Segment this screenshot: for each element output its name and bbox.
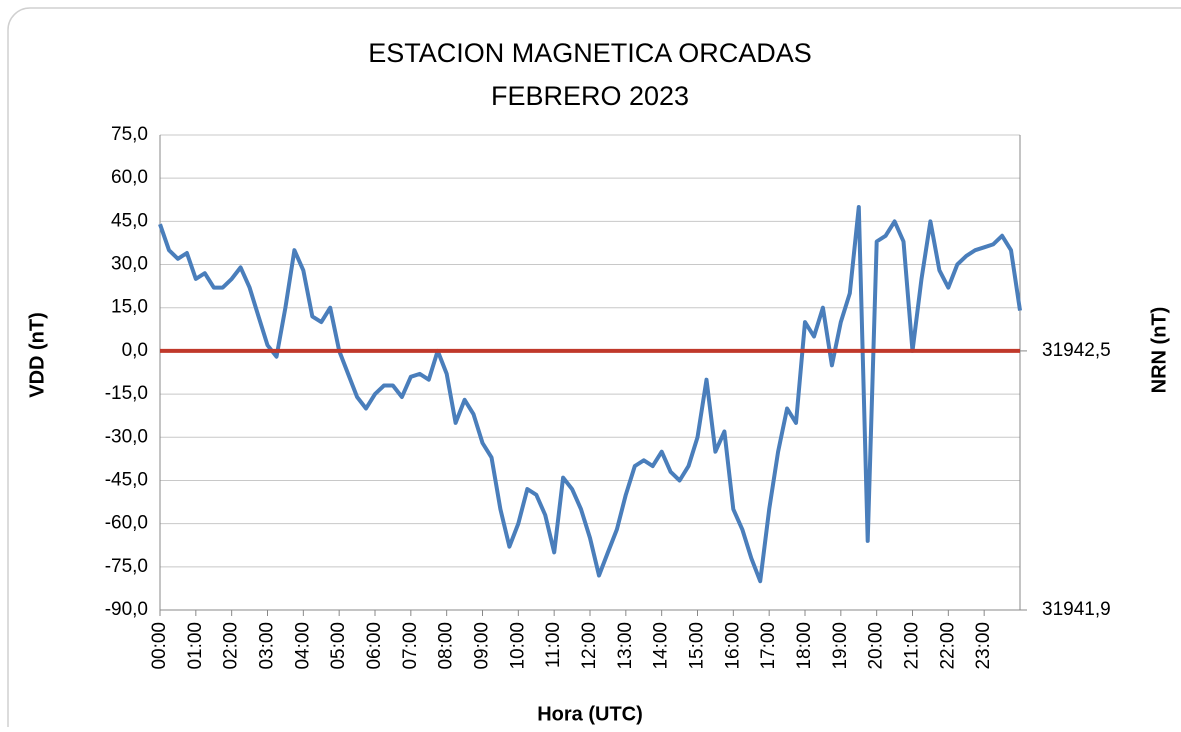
x-tick-label: 12:00 xyxy=(579,622,600,670)
y-tick-label: -15,0 xyxy=(105,383,148,404)
x-tick-label: 07:00 xyxy=(400,622,421,670)
x-tick-label: 01:00 xyxy=(185,622,206,670)
x-tick-label: 22:00 xyxy=(937,622,958,670)
chart-title: ESTACION MAGNETICA ORCADAS xyxy=(368,38,812,68)
x-tick-label: 00:00 xyxy=(149,622,170,670)
chart-subtitle: FEBRERO 2023 xyxy=(491,81,689,111)
x-tick-label: 16:00 xyxy=(722,622,743,670)
y-tick-label: -90,0 xyxy=(105,599,148,620)
y2-tick-label: 31941,9 xyxy=(1042,599,1111,620)
x-tick-label: 11:00 xyxy=(543,622,564,668)
y-tick-label: 60,0 xyxy=(111,167,148,188)
x-tick-label: 03:00 xyxy=(257,622,278,670)
x-tick-label: 15:00 xyxy=(687,622,708,670)
x-tick-label: 14:00 xyxy=(651,622,672,670)
y-tick-label: 15,0 xyxy=(111,297,148,318)
x-tick-label: 23:00 xyxy=(973,622,994,670)
y2-tick-label: 31942,5 xyxy=(1042,340,1111,361)
y-tick-label: -30,0 xyxy=(105,426,148,447)
x-tick-label: 13:00 xyxy=(615,622,636,670)
x-tick-label: 06:00 xyxy=(364,622,385,670)
x-tick-label: 19:00 xyxy=(830,622,851,670)
y2-axis-label: NRN (nT) xyxy=(1148,307,1170,394)
y-tick-label: 30,0 xyxy=(111,254,148,275)
y-tick-label: 45,0 xyxy=(111,210,148,231)
x-tick-label: 21:00 xyxy=(902,622,923,670)
y-axis-label: VDD (nT) xyxy=(26,312,48,398)
x-tick-label: 17:00 xyxy=(758,622,779,670)
x-tick-label: 09:00 xyxy=(472,622,493,670)
data-line xyxy=(158,205,1022,584)
x-tick-label: 02:00 xyxy=(221,622,242,670)
y-tick-label: 75,0 xyxy=(111,124,148,145)
x-tick-label: 18:00 xyxy=(794,622,815,670)
x-tick-label: 08:00 xyxy=(436,622,457,670)
x-tick-label: 20:00 xyxy=(866,622,887,670)
y-tick-label: -75,0 xyxy=(105,556,148,577)
x-tick-label: 10:00 xyxy=(507,622,528,670)
y-tick-label: -60,0 xyxy=(105,513,148,534)
chart-frame xyxy=(7,7,1181,732)
x-tick-label: 04:00 xyxy=(292,622,313,670)
x-tick-label: 05:00 xyxy=(328,622,349,670)
x-axis-label: Hora (UTC) xyxy=(537,703,643,725)
y-tick-label: -45,0 xyxy=(105,469,148,490)
y-tick-label: 0,0 xyxy=(122,340,148,361)
